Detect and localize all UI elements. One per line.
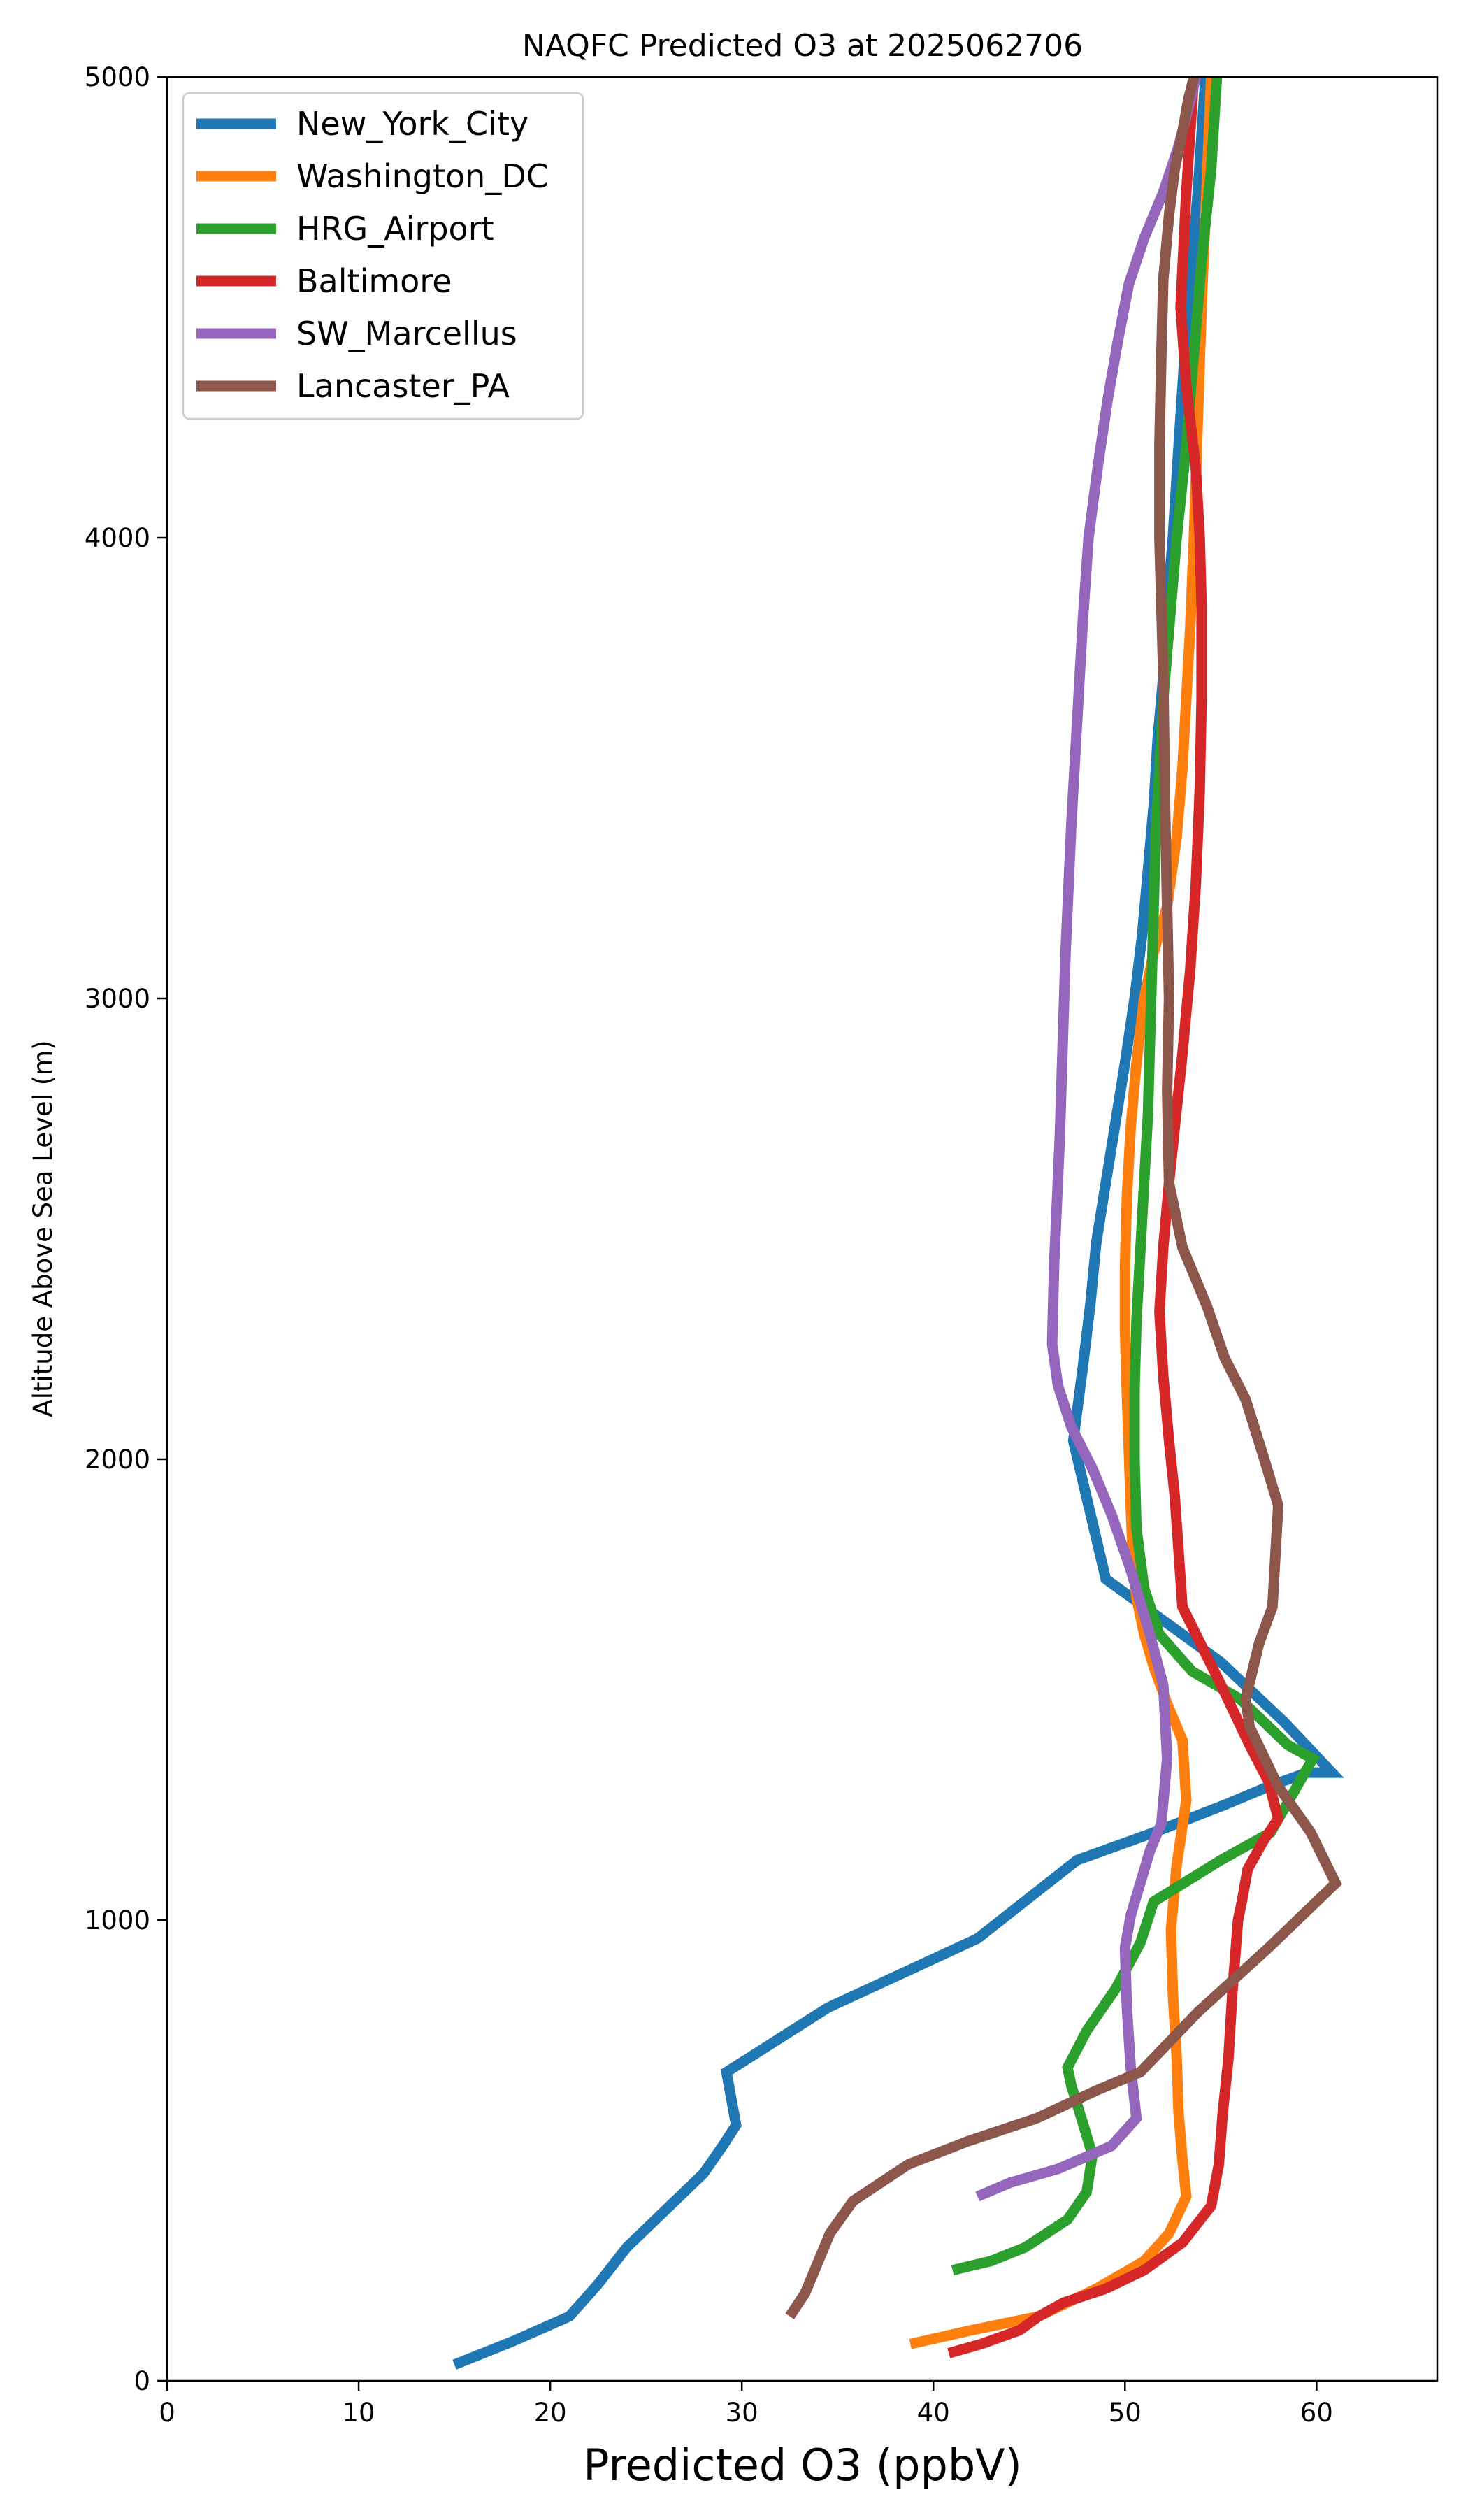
y-tick-label: 5000 [85,62,150,92]
legend-label: Baltimore [296,262,452,300]
x-tick-label: 60 [1300,2398,1333,2428]
legend-frame [182,92,584,420]
x-tick-label: 30 [726,2398,758,2428]
y-tick-label: 1000 [85,1905,150,1935]
series-line-baltimore [947,76,1284,2358]
legend-label: Washington_DC [296,157,549,195]
x-tick-label: 10 [343,2398,375,2428]
plot-frame [166,76,1439,2382]
legend-label: Lancaster_PA [296,367,510,405]
legend-label: HRG_Airport [296,210,494,248]
y-axis-label: Altitude Above Sea Level (m) [28,1040,58,1417]
series-line-sw-marcellus [975,76,1201,2202]
x-tick-label: 50 [1109,2398,1142,2428]
x-axis-label: Predicted O3 (ppbV) [583,2440,1022,2491]
plot-lines [452,76,1344,2370]
x-tick-label: 20 [534,2398,567,2428]
chart-legend: New_York_City Washington_DC HRG_Airport Bal… [182,92,584,420]
y-tick-label: 3000 [85,984,150,1014]
chart-title: NAQFC Predicted O3 at 2025062706 [522,28,1083,64]
legend-label: New_York_City [296,105,528,143]
series-line-lancaster-pa [785,76,1342,2319]
y-axis-ticks: 0 1000 2000 3000 4000 5000 [85,62,167,2396]
x-tick-label: 0 [159,2398,175,2428]
legend-label: SW_Marcellus [296,315,517,352]
x-tick-label: 40 [917,2398,950,2428]
x-axis-ticks: 0 10 20 30 40 50 60 [159,2381,1333,2428]
y-tick-label: 0 [134,2366,150,2396]
y-tick-label: 4000 [85,523,150,553]
y-tick-label: 2000 [85,1445,150,1475]
